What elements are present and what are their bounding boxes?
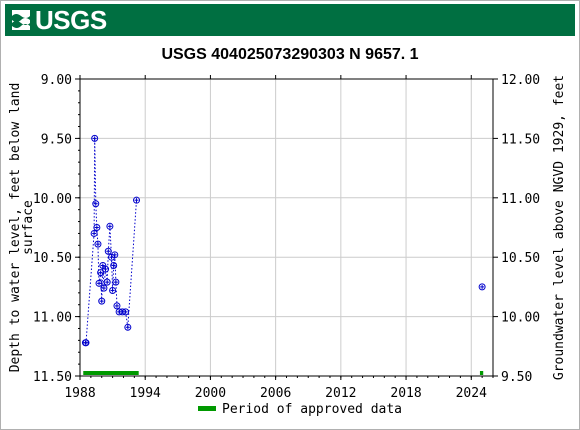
x-tick-label: 1988 bbox=[64, 386, 95, 401]
data-point-marker bbox=[133, 196, 141, 204]
data-point-marker bbox=[97, 269, 105, 277]
y-axis-label-left: Depth to water level, feet below landsur… bbox=[8, 83, 36, 373]
data-point-marker bbox=[104, 247, 112, 255]
data-point-marker bbox=[478, 283, 486, 291]
y-tick-label-left: 11.50 bbox=[33, 370, 72, 385]
data-point-marker bbox=[109, 286, 117, 294]
data-point bbox=[94, 240, 102, 248]
y-tick-label-right: 9.50 bbox=[501, 370, 532, 385]
data-point-marker bbox=[111, 251, 119, 259]
approved-period-bar bbox=[83, 371, 139, 375]
data-point-marker bbox=[122, 308, 130, 316]
data-point bbox=[100, 284, 108, 292]
y-tick-label-left: 10.50 bbox=[33, 251, 72, 266]
data-point bbox=[103, 278, 111, 286]
grid-layer bbox=[79, 78, 493, 377]
data-point-marker bbox=[98, 297, 106, 305]
data-point bbox=[97, 269, 105, 277]
data-point bbox=[95, 279, 103, 287]
y-tick-label-right: 12.00 bbox=[501, 73, 540, 88]
data-point-marker bbox=[91, 134, 99, 142]
x-tick-label: 2006 bbox=[260, 386, 291, 401]
data-point-marker bbox=[124, 323, 132, 331]
data-point bbox=[109, 286, 117, 294]
data-point-marker bbox=[92, 200, 100, 208]
data-point bbox=[112, 278, 120, 286]
data-point bbox=[110, 262, 118, 270]
y-tick-label-right: 11.00 bbox=[501, 192, 540, 207]
x-tick-label: 2024 bbox=[456, 386, 487, 401]
data-point bbox=[98, 297, 106, 305]
data-point-marker bbox=[82, 339, 90, 347]
data-point bbox=[113, 302, 121, 310]
y-tick-label-left: 9.50 bbox=[41, 132, 72, 147]
usgs-logo-text: USGS bbox=[35, 4, 107, 35]
data-point bbox=[102, 265, 110, 273]
series-layer bbox=[81, 134, 486, 347]
y-axis-label-right: Groundwater level above NGVD 1929, feet bbox=[552, 75, 567, 380]
usgs-logo: USGS bbox=[11, 4, 107, 35]
plot-area-border bbox=[79, 78, 494, 377]
axis-layer: 1988 1994 2000 2006 2012 2018 2024 9.00 9.50 10.0… bbox=[33, 73, 540, 401]
data-point bbox=[93, 224, 101, 231]
data-point bbox=[106, 222, 114, 230]
data-point bbox=[82, 339, 90, 347]
data-point-marker bbox=[93, 224, 101, 231]
data-point-marker bbox=[100, 284, 108, 292]
chart-title: USGS 404025073290303 N 9657. 1 bbox=[161, 46, 418, 63]
y-tick-label-right: 10.50 bbox=[501, 251, 540, 266]
data-point-marker bbox=[90, 229, 98, 237]
x-tick-label: 2018 bbox=[390, 386, 421, 401]
y-tick-label-left: 11.00 bbox=[33, 311, 72, 326]
y-axis-label-left-line: surface bbox=[21, 200, 36, 255]
y-tick-label-right: 11.50 bbox=[501, 132, 540, 147]
data-point bbox=[91, 134, 99, 142]
data-point bbox=[92, 200, 100, 208]
x-tick-label: 2000 bbox=[195, 386, 226, 401]
usgs-wave-icon bbox=[12, 10, 30, 30]
x-tick-label: 1994 bbox=[130, 386, 161, 401]
data-point bbox=[111, 251, 119, 259]
x-tick-label: 2012 bbox=[325, 386, 356, 401]
legend: Period of approved data bbox=[198, 402, 402, 417]
data-point-marker bbox=[106, 222, 114, 230]
data-point bbox=[133, 196, 141, 204]
usgs-header-banner: USGS bbox=[5, 4, 575, 36]
data-point bbox=[122, 308, 130, 316]
data-point bbox=[104, 247, 112, 255]
data-point bbox=[124, 323, 132, 331]
data-point-marker bbox=[112, 278, 120, 286]
approved-period-bar bbox=[479, 371, 484, 375]
y-tick-label-left: 10.00 bbox=[33, 192, 72, 207]
data-point-marker bbox=[103, 278, 111, 286]
data-point-marker bbox=[110, 262, 118, 270]
y-tick-label-left: 9.00 bbox=[41, 73, 72, 88]
y-axis-label-left-line: Depth to water level, feet below land bbox=[8, 83, 23, 373]
legend-swatch-approved bbox=[198, 406, 216, 411]
data-point-marker bbox=[113, 302, 121, 310]
data-point-marker bbox=[95, 279, 103, 287]
data-point bbox=[90, 229, 98, 237]
legend-label-approved: Period of approved data bbox=[222, 402, 402, 417]
y-tick-label-right: 10.00 bbox=[501, 311, 540, 326]
data-point-marker bbox=[102, 265, 110, 273]
approved-period-layer bbox=[83, 371, 484, 375]
data-point bbox=[478, 283, 486, 291]
data-point-marker bbox=[94, 240, 102, 248]
